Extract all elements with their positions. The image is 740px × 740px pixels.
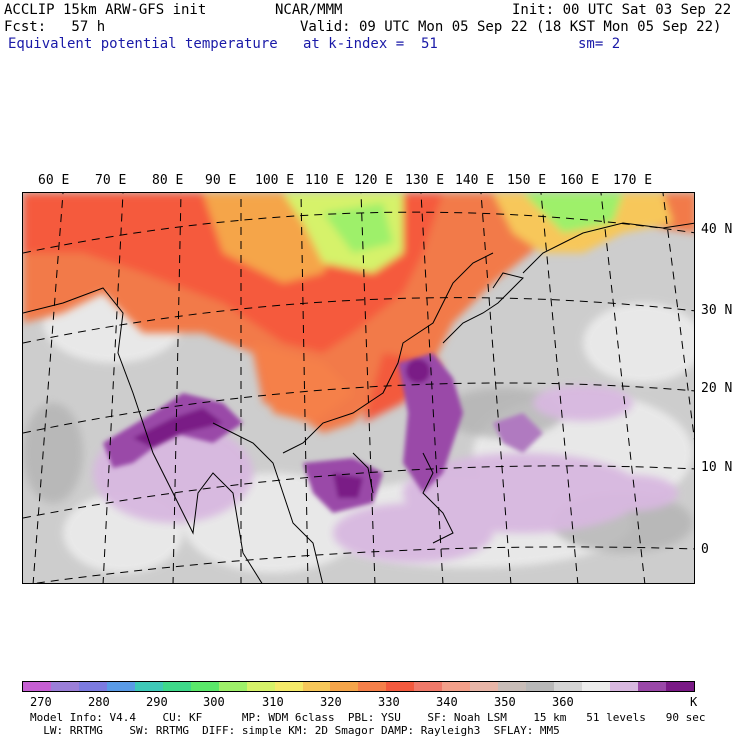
colorbar-swatch bbox=[582, 682, 611, 691]
level-info: at k-index = 51 bbox=[303, 36, 438, 52]
latitude-label: 20 N bbox=[701, 381, 733, 396]
colorbar-swatch bbox=[526, 682, 555, 691]
latitude-label: 40 N bbox=[701, 222, 733, 237]
colorbar-swatch bbox=[246, 682, 275, 691]
longitude-label: 140 E bbox=[455, 173, 495, 188]
longitude-label: 90 E bbox=[205, 173, 237, 188]
colorbar-tick-label: 360 bbox=[552, 695, 574, 709]
colorbar-swatch bbox=[470, 682, 499, 691]
colorbar-swatch bbox=[134, 682, 163, 691]
colorbar bbox=[22, 681, 695, 692]
valid-time: Valid: 09 UTC Mon 05 Sep 22 (18 KST Mon … bbox=[300, 19, 722, 35]
smoothing-info: sm= 2 bbox=[578, 36, 621, 52]
colorbar-tick-label: 280 bbox=[88, 695, 110, 709]
model-info-line2: LW: RRTMG SW: RRTMG DIFF: simple KM: 2D … bbox=[30, 724, 560, 737]
init-time: Init: 00 UTC Sat 03 Sep 22 bbox=[512, 2, 732, 18]
colorbar-tick-label: 330 bbox=[378, 695, 400, 709]
longitude-label: 70 E bbox=[95, 173, 127, 188]
colorbar-tick-label: 300 bbox=[203, 695, 225, 709]
longitude-label: 160 E bbox=[560, 173, 600, 188]
longitude-label: 170 E bbox=[613, 173, 653, 188]
model-info-line1: Model Info: V4.4 CU: KF MP: WDM 6class P… bbox=[30, 711, 706, 724]
colorbar-tick-label: 320 bbox=[320, 695, 342, 709]
colorbar-tick-label: 290 bbox=[146, 695, 168, 709]
colorbar-tick-label: 340 bbox=[436, 695, 458, 709]
colorbar-swatch bbox=[358, 682, 387, 691]
colorbar-swatch bbox=[330, 682, 359, 691]
longitude-label: 120 E bbox=[354, 173, 394, 188]
colorbar-swatch bbox=[498, 682, 527, 691]
colorbar-swatch bbox=[386, 682, 415, 691]
colorbar-tick-label: 270 bbox=[30, 695, 52, 709]
colorbar-swatch bbox=[442, 682, 471, 691]
colorbar-swatch bbox=[637, 682, 666, 691]
theta-e-field bbox=[23, 193, 694, 583]
colorbar-swatch bbox=[190, 682, 219, 691]
colorbar-swatch bbox=[274, 682, 303, 691]
latitude-label: 30 N bbox=[701, 303, 733, 318]
colorbar-tick-label: 350 bbox=[494, 695, 516, 709]
colorbar-tick-label: 310 bbox=[262, 695, 284, 709]
colorbar-swatch bbox=[610, 682, 638, 691]
colorbar-swatch bbox=[665, 682, 694, 691]
colorbar-swatch bbox=[162, 682, 191, 691]
longitude-label: 150 E bbox=[507, 173, 547, 188]
colorbar-swatch bbox=[106, 682, 135, 691]
longitude-label: 110 E bbox=[305, 173, 345, 188]
colorbar-swatch bbox=[78, 682, 107, 691]
map-panel bbox=[22, 192, 695, 584]
colorbar-swatch bbox=[414, 682, 443, 691]
latitude-label: 10 N bbox=[701, 460, 733, 475]
longitude-label: 80 E bbox=[152, 173, 184, 188]
colorbar-swatch bbox=[218, 682, 247, 691]
colorbar-swatch bbox=[23, 682, 51, 691]
forecast-hour: Fcst: 57 h bbox=[4, 19, 106, 35]
longitude-label: 130 E bbox=[405, 173, 445, 188]
longitude-label: 100 E bbox=[255, 173, 295, 188]
colorbar-swatch bbox=[50, 682, 79, 691]
center-name: NCAR/MMM bbox=[275, 2, 343, 18]
colorbar-swatch bbox=[554, 682, 583, 691]
colorbar-swatch bbox=[302, 682, 331, 691]
variable-name: Equivalent potential temperature bbox=[8, 36, 278, 52]
longitude-label: 60 E bbox=[38, 173, 70, 188]
colorbar-unit: K bbox=[690, 695, 698, 709]
latitude-label: 0 bbox=[701, 542, 709, 557]
model-title: ACCLIP 15km ARW-GFS init bbox=[4, 2, 207, 18]
